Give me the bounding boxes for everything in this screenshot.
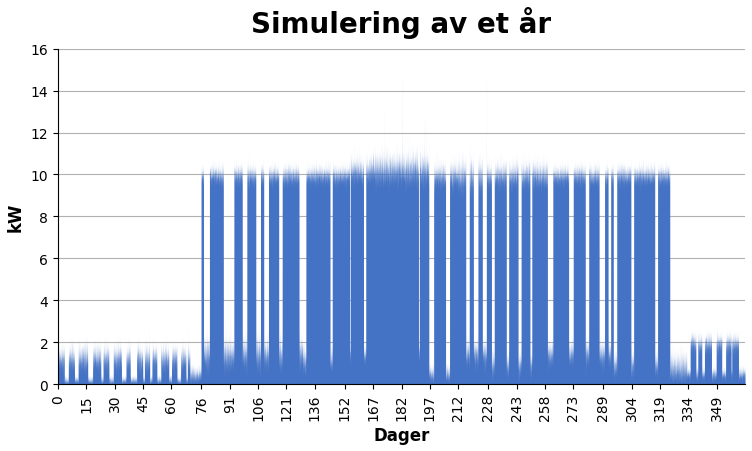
Title: Simulering av et år: Simulering av et år — [251, 7, 551, 39]
X-axis label: Dager: Dager — [373, 426, 429, 444]
Y-axis label: kW: kW — [7, 202, 25, 232]
